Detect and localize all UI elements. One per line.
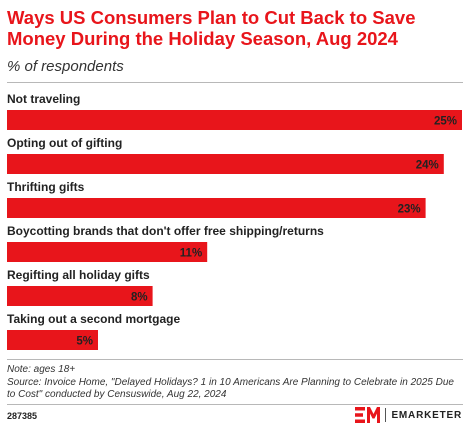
category-label: Thrifting gifts [7,180,85,194]
bottom-divider [7,404,463,405]
bar-group: Not traveling 25% [7,92,462,130]
footer-note: Note: ages 18+ [7,364,76,375]
logo-separator [385,408,387,422]
chart-subtitle: % of respondents [7,58,124,75]
footer-source: Source: Invoice Home, "Delayed Holidays?… [7,376,454,401]
category-label: Boycotting brands that don't offer free … [7,224,324,238]
bar-group: Boycotting brands that don't offer free … [7,224,324,262]
chart-footer: Note: ages 18+ Source: Invoice Home, "De… [7,364,463,402]
bar-group: Thrifting gifts 23% [7,180,426,218]
value-label: 8% [131,292,148,304]
value-label: 24% [416,160,439,172]
bar [7,198,426,218]
em-logo-icon [355,407,381,423]
category-label: Not traveling [7,92,80,106]
chart-title: Ways US Consumers Plan to Cut Back to Sa… [7,7,416,49]
value-label: 25% [434,116,457,128]
bar [7,330,98,350]
category-label: Opting out of gifting [7,136,122,150]
bar [7,242,208,262]
emarketer-logo: EMARKETER [355,406,462,424]
bar [7,286,153,306]
bar [7,110,462,130]
value-label: 23% [398,204,421,216]
chart-id: 287385 [7,411,38,421]
header-divider [7,82,463,83]
bar-group: Opting out of gifting 24% [7,136,444,174]
value-label: 5% [76,336,93,348]
footer-divider [7,359,463,360]
category-label: Regifting all holiday gifts [7,268,150,282]
bar-group: Taking out a second mortgage 5% [7,312,180,350]
bar [7,154,444,174]
brand-name: EMARKETER [391,409,462,421]
bar-chart: Not traveling 25% Opting out of gifting 24%… [7,92,462,350]
value-label: 11% [180,248,202,260]
category-label: Taking out a second mortgage [7,312,180,326]
bar-group: Regifting all holiday gifts 8% [7,268,153,306]
